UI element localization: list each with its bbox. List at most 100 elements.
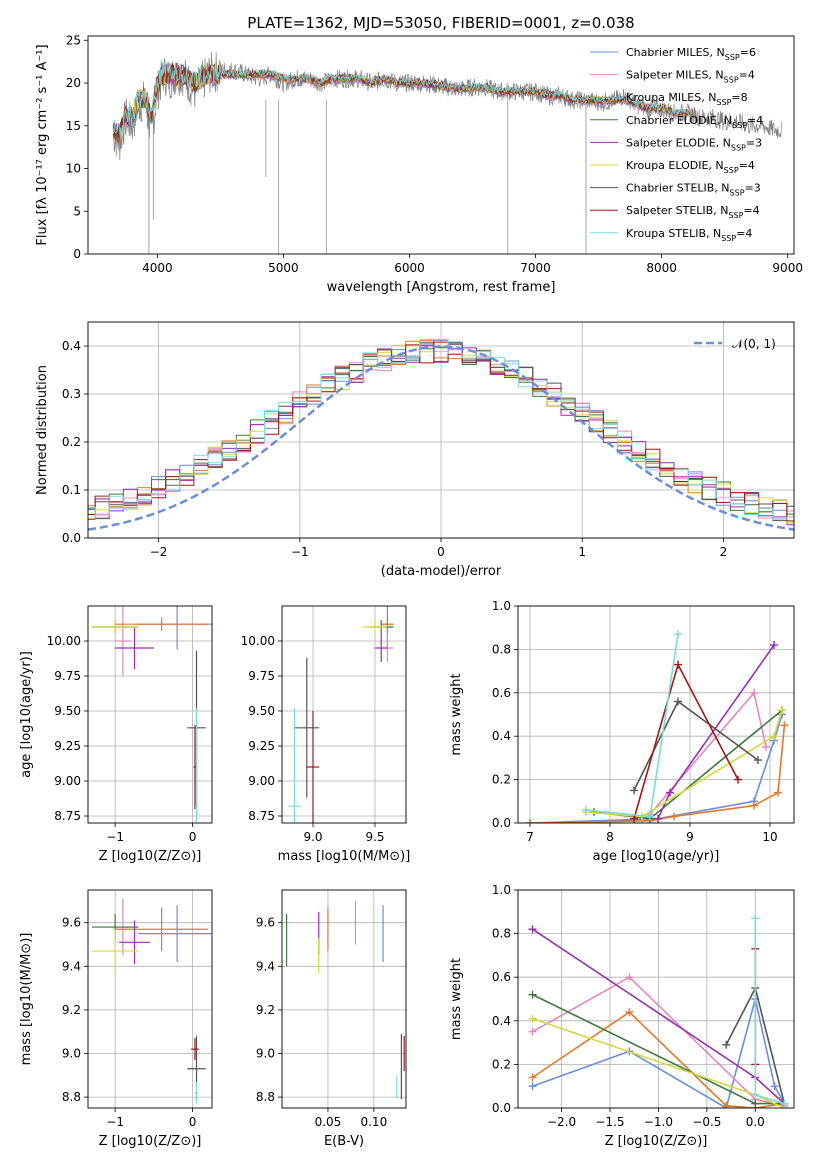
model-spectrum-line [112, 63, 693, 138]
x-tick-label: 4000 [142, 261, 173, 275]
y-tick-label: 9.75 [54, 669, 81, 683]
x-tick-label: −1 [106, 830, 124, 844]
x-tick-label: −1.5 [595, 1115, 624, 1129]
mass-weight-line [585, 709, 783, 818]
model-spectrum-line [112, 62, 693, 140]
mass-weight-marker [770, 732, 778, 741]
x-axis-label: age [log10(age/yr)] [593, 849, 720, 864]
y-tick-label: 8.75 [248, 809, 275, 823]
y-tick-label: 8.8 [256, 1090, 275, 1104]
legend-label: Salpeter MILES, NSSP=4 [626, 69, 755, 85]
axes-frame [87, 35, 795, 255]
panel-mass-vs-Z: −1 0 8.8 9.0 9.2 9.4 9.6 Z [log10(Z/Z⊙)] mass [l… [19, 889, 213, 1149]
mass-weight-marker [734, 775, 742, 784]
x-tick-label: 9.5 [365, 830, 384, 844]
legend-subscript: SSP [724, 76, 739, 85]
mass-weight-line [529, 725, 786, 823]
residual-histogram [88, 339, 794, 520]
axes-frame [87, 605, 213, 824]
plot-area [288, 606, 394, 823]
y-tick-label: 0.0 [492, 1101, 511, 1115]
x-tick-label: 7 [526, 830, 534, 844]
y-tick-label: 25 [66, 33, 81, 47]
mass-weight-marker [722, 1040, 731, 1049]
y-tick-label: 9.2 [62, 1003, 81, 1017]
legend-subscript: SSP [721, 234, 736, 243]
mass-weight-line [633, 700, 759, 791]
error-bar-point [362, 620, 388, 634]
mass-weight-marker [751, 1099, 760, 1108]
y-tick-label: 9.00 [248, 774, 275, 788]
y-axis-label: mass [log10(M/M⊙)] [19, 933, 34, 1066]
legend-value: =4 [739, 159, 755, 172]
y-tick-label: 9.0 [256, 1047, 275, 1061]
axes-frame [517, 889, 795, 1109]
residual-histogram [88, 341, 794, 522]
y-tick-label: 9.00 [54, 774, 81, 788]
x-axis-label: Z [log10(Z/Z⊙)] [605, 1134, 708, 1149]
x-tick-label: 10 [762, 830, 777, 844]
y-tick-label: 10 [66, 162, 81, 176]
legend-label: Salpeter ELODIE, NSSP=3 [626, 136, 762, 152]
y-tick-label: 9.75 [248, 669, 275, 683]
y-axis-label: Normed distribution [35, 365, 50, 495]
panel-residuals: −2 −1 0 1 2 0.0 0.1 0.2 0.3 0.4 (data-model)/error… [35, 321, 795, 579]
x-tick-label: 8 [606, 830, 614, 844]
x-tick-label: 0.05 [315, 1115, 342, 1129]
mass-weight-line [633, 662, 739, 819]
mass-weight-marker [751, 914, 760, 923]
mass-weight-marker [625, 973, 634, 982]
mass-weight-marker [754, 756, 762, 765]
legend-subscript: SSP [730, 189, 745, 198]
mass-weight-line [641, 691, 767, 822]
mass-weight-line [532, 976, 785, 1107]
y-tick-label: 5 [73, 204, 81, 218]
y-tick-label: 0.0 [62, 531, 81, 545]
mass-weight-marker [625, 1008, 634, 1017]
plot-area [112, 51, 782, 254]
error-bar-point [115, 606, 131, 676]
legend-subscript: SSP [731, 143, 746, 152]
legend-subscript: SSP [732, 121, 747, 130]
axes-frame [517, 605, 795, 824]
error-bar-point [91, 929, 139, 973]
figure-title: PLATE=1362, MJD=53050, FIBERID=0001, z=0… [247, 14, 634, 32]
mass-weight-marker [630, 786, 638, 795]
y-tick-label: 0.4 [62, 339, 81, 353]
legend-label: Salpeter STELIB, NSSP=4 [626, 204, 760, 220]
y-axis-label: mass weight [449, 673, 464, 755]
y-tick-label: 0.2 [492, 773, 511, 787]
plot-area [528, 914, 789, 1108]
mass-weight-marker [670, 812, 678, 821]
mass-weight-marker [762, 743, 770, 752]
plot-area [91, 898, 212, 1104]
mass-weight-marker [674, 697, 682, 706]
x-tick-label: 5000 [268, 261, 299, 275]
x-axis-label: (data-model)/error [381, 564, 502, 579]
x-tick-label: 6000 [394, 261, 425, 275]
x-tick-label: 0.10 [360, 1115, 387, 1129]
y-tick-label: 10.00 [241, 634, 275, 648]
x-tick-label: 0 [189, 830, 197, 844]
panel-age-vs-Z: −1 0 8.75 9.00 9.25 9.50 9.75 10.00 Z [log10(Z/Z… [19, 605, 213, 864]
mass-weight-marker [528, 990, 537, 999]
plot-area [285, 900, 405, 1100]
legend-label: 𝒩(0, 1) [732, 337, 776, 351]
mass-weight-marker [674, 660, 682, 669]
mass-weight-marker [528, 1082, 537, 1091]
x-tick-label: 7000 [520, 261, 551, 275]
x-tick-label: −0.5 [692, 1115, 721, 1129]
mass-weight-marker [774, 788, 782, 797]
y-tick-label: 0.8 [492, 927, 511, 941]
y-tick-label: 10.00 [47, 634, 81, 648]
error-bar-point [115, 617, 209, 632]
legend-subscript: SSP [724, 166, 739, 175]
y-tick-label: 0.3 [62, 387, 81, 401]
y-tick-label: 9.50 [54, 704, 81, 718]
x-tick-label: 9000 [772, 261, 803, 275]
error-bar-point [119, 920, 150, 965]
legend-subscript: SSP [725, 53, 740, 62]
x-axis-label: mass [log10(M/M⊙)] [278, 849, 411, 864]
y-tick-label: 9.4 [62, 959, 81, 973]
